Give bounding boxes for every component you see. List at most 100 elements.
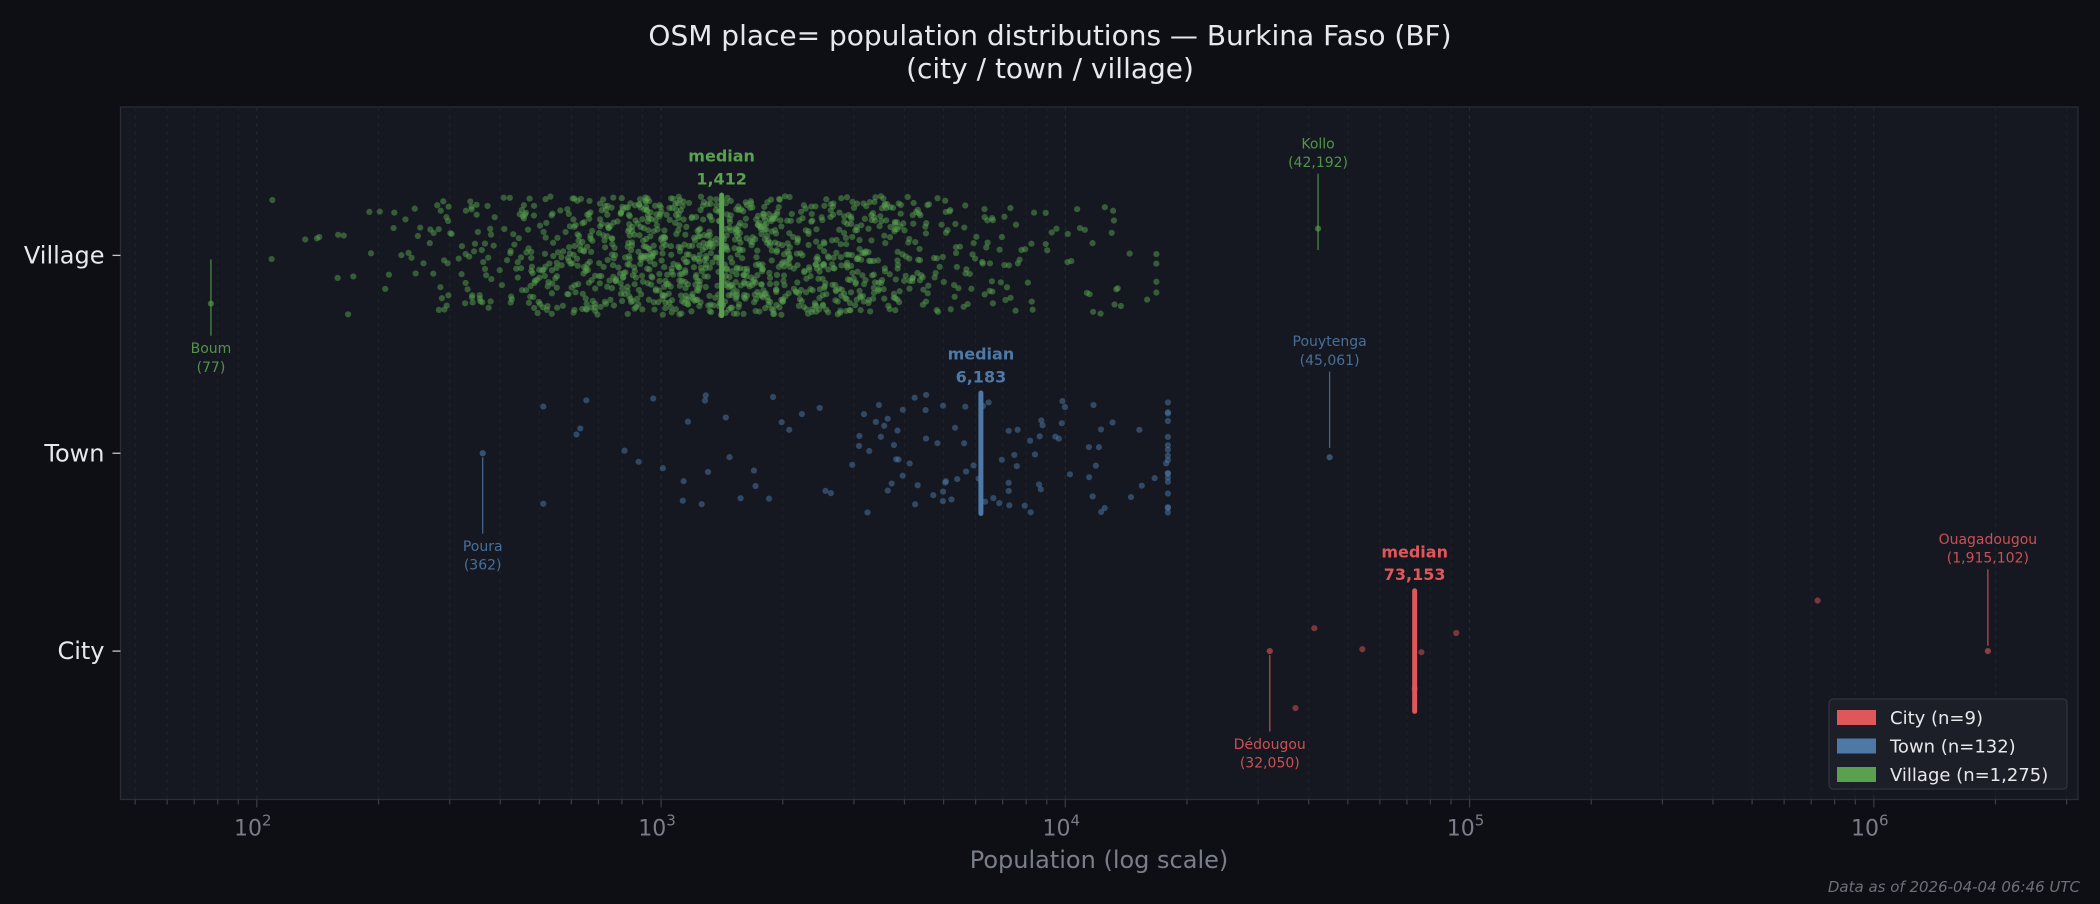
- data-point-town: [786, 426, 793, 433]
- data-point-village: [604, 211, 611, 218]
- data-point-village: [543, 219, 550, 226]
- data-point-village: [609, 235, 616, 242]
- data-point-village: [981, 291, 988, 298]
- data-point-village: [680, 255, 687, 262]
- data-point-village: [938, 221, 945, 228]
- data-point-village: [366, 208, 373, 215]
- data-point-town: [1151, 475, 1158, 482]
- data-point-village: [934, 308, 942, 315]
- data-point-village: [608, 285, 616, 292]
- data-point-village: [1108, 229, 1115, 236]
- data-point-village: [828, 237, 836, 244]
- data-point-town: [750, 467, 758, 474]
- data-point-town: [951, 424, 959, 431]
- data-point-village: [784, 248, 791, 255]
- data-point-village: [517, 265, 525, 272]
- data-point-village: [709, 259, 716, 266]
- data-point-village: [724, 194, 731, 201]
- data-point-village: [586, 215, 593, 222]
- data-point-village: [602, 244, 609, 251]
- data-point-village: [882, 240, 889, 247]
- data-point-village: [836, 226, 843, 233]
- data-point-village: [656, 270, 663, 278]
- data-point-village: [676, 282, 684, 289]
- data-point-village: [812, 203, 819, 210]
- data-point-village: [704, 273, 711, 280]
- data-point-village: [646, 246, 653, 253]
- data-point-village: [865, 225, 872, 232]
- data-point-village: [662, 305, 669, 312]
- data-point-town: [1005, 479, 1012, 486]
- data-point-village: [506, 194, 513, 201]
- data-point-village: [830, 254, 837, 261]
- data-point-village: [344, 311, 352, 318]
- data-point-village: [962, 202, 969, 209]
- data-point-village: [852, 279, 859, 286]
- data-point-village: [565, 257, 572, 265]
- data-point-village: [692, 213, 700, 221]
- annotation-value: (362): [464, 558, 502, 574]
- data-point-town: [1011, 451, 1018, 459]
- data-point-village: [682, 295, 690, 302]
- data-point-village: [804, 310, 812, 317]
- data-point-town: [911, 394, 918, 401]
- data-point-village: [544, 303, 551, 310]
- data-point-town: [1026, 437, 1034, 444]
- data-point-village: [973, 233, 980, 240]
- legend-label-village: Village (n=1,275): [1890, 765, 2048, 786]
- data-point-village: [469, 299, 476, 306]
- data-point-village: [661, 263, 668, 271]
- data-point-village: [894, 248, 901, 255]
- data-point-village: [863, 203, 870, 210]
- data-point-village: [634, 295, 641, 302]
- data-point-town: [1164, 503, 1172, 511]
- data-point-village: [445, 292, 452, 299]
- data-point-village: [837, 241, 844, 248]
- data-point-village: [703, 255, 710, 262]
- data-point-village: [1110, 217, 1118, 224]
- data-point-village: [914, 206, 921, 213]
- data-point-city: [1266, 648, 1273, 655]
- data-point-village: [919, 274, 926, 281]
- annotation-name: Poura: [463, 539, 503, 555]
- data-point-village: [680, 216, 687, 223]
- data-point-village: [825, 254, 832, 261]
- data-point-village: [619, 274, 627, 281]
- data-point-town: [923, 391, 930, 399]
- data-point-village: [942, 197, 949, 204]
- data-point-village: [631, 281, 638, 288]
- data-point-village: [525, 299, 533, 306]
- data-point-town: [1036, 433, 1043, 440]
- data-point-village: [844, 276, 852, 283]
- data-point-village: [549, 280, 556, 287]
- data-point-village: [679, 202, 686, 210]
- data-point-village: [517, 254, 525, 261]
- data-point-village: [1022, 246, 1029, 253]
- data-point-village: [883, 217, 890, 224]
- data-point-village: [881, 232, 888, 239]
- data-point-village: [912, 239, 919, 246]
- data-point-town: [939, 402, 947, 409]
- data-point-village: [1028, 298, 1035, 305]
- data-point-village: [910, 199, 917, 207]
- data-point-village: [541, 272, 548, 280]
- data-point-village: [582, 295, 589, 302]
- data-point-village: [758, 230, 765, 238]
- data-point-village: [631, 305, 638, 312]
- data-point-village: [872, 194, 879, 201]
- data-point-village: [748, 242, 755, 249]
- data-point-village: [813, 238, 820, 245]
- data-point-village: [462, 300, 469, 307]
- data-point-town: [1326, 454, 1333, 461]
- data-point-town: [1059, 398, 1066, 405]
- data-point-village: [637, 204, 644, 211]
- data-point-village: [544, 283, 551, 290]
- data-point-village: [776, 195, 783, 203]
- data-point-village: [447, 230, 454, 237]
- data-point-village: [728, 292, 735, 299]
- data-point-town: [860, 411, 868, 418]
- data-point-town: [752, 482, 759, 490]
- data-point-village: [820, 239, 827, 246]
- data-point-village: [989, 300, 996, 307]
- data-point-village: [688, 308, 695, 315]
